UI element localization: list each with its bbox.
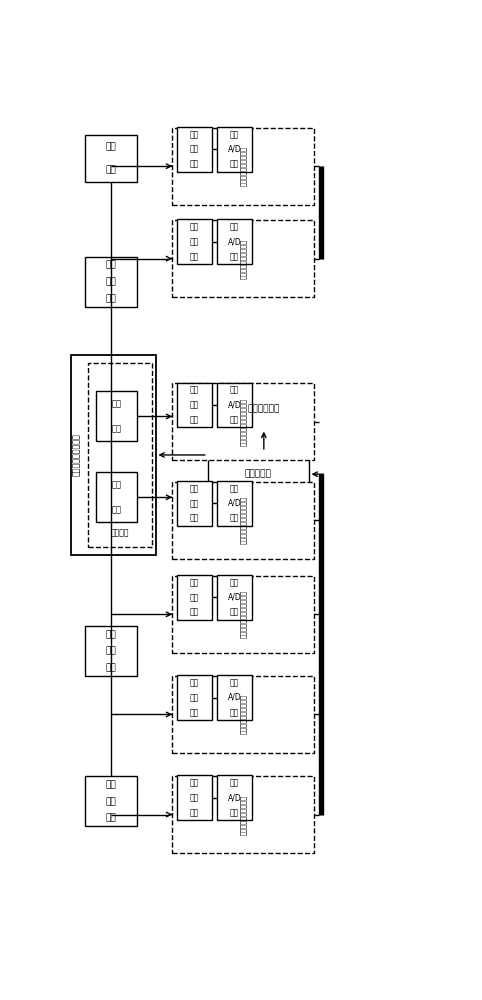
Text: 模块: 模块: [105, 630, 116, 639]
Text: 第一: 第一: [190, 808, 199, 817]
Text: 谐振单元: 谐振单元: [111, 528, 129, 537]
Text: 直流: 直流: [105, 797, 116, 806]
Text: 第四: 第四: [230, 514, 239, 523]
Text: 矩阵: 矩阵: [190, 593, 199, 602]
Bar: [96, 472, 137, 522]
Text: A/D: A/D: [228, 499, 241, 508]
Bar: [173, 383, 314, 460]
Text: 外部: 外部: [105, 814, 116, 823]
Bar: [177, 575, 212, 620]
Text: 滤波: 滤波: [105, 647, 116, 656]
Text: 电路: 电路: [230, 386, 239, 395]
Text: 滤波: 滤波: [105, 277, 116, 286]
Text: 电路: 电路: [190, 386, 199, 395]
Text: 输入电流压缩采样模块: 输入电流压缩采样模块: [240, 694, 247, 734]
Text: 矩阵: 矩阵: [190, 693, 199, 702]
Text: A/D: A/D: [228, 793, 241, 802]
Text: 电路: 电路: [230, 578, 239, 587]
Text: 电路: 电路: [230, 222, 239, 231]
Text: 矩阵: 矩阵: [190, 237, 199, 246]
Text: 模块: 模块: [105, 261, 116, 270]
Bar: [217, 775, 252, 820]
Text: 第六: 第六: [230, 252, 239, 261]
Bar: [177, 127, 212, 172]
Bar: [217, 481, 252, 526]
Bar: [173, 676, 314, 753]
Text: 谐振: 谐振: [111, 505, 121, 514]
Bar: [84, 257, 137, 307]
Bar: [225, 389, 303, 429]
Bar: [84, 776, 137, 826]
Text: 故障报警模块: 故障报警模块: [248, 404, 280, 413]
Text: 高频谐振软开关电路: 高频谐振软开关电路: [72, 434, 81, 476]
Text: 控制器模块: 控制器模块: [245, 470, 272, 479]
Text: 谐振电感电压压缩采样模块: 谐振电感电压压缩采样模块: [240, 496, 247, 544]
Bar: [217, 383, 252, 427]
Bar: [96, 391, 137, 441]
Text: 电路: 电路: [190, 678, 199, 687]
Text: 电容: 电容: [111, 399, 121, 408]
Text: 输入: 输入: [105, 663, 116, 672]
Text: 第一: 第一: [230, 808, 239, 817]
Text: 第二: 第二: [190, 708, 199, 717]
Text: 电感: 电感: [111, 480, 121, 489]
Text: 谐振电感电流压缩采样模块: 谐振电感电流压缩采样模块: [240, 590, 247, 638]
Text: 第四: 第四: [190, 514, 199, 523]
Text: A/D: A/D: [228, 593, 241, 602]
Bar: [173, 220, 314, 297]
Bar: [177, 383, 212, 427]
Bar: [208, 452, 308, 497]
Text: 外部: 外部: [105, 166, 116, 175]
Text: 电路: 电路: [230, 484, 239, 493]
Text: A/D: A/D: [228, 237, 241, 246]
Text: 输入电压压缩采样模块: 输入电压压缩采样模块: [240, 795, 247, 835]
Text: 电路: 电路: [230, 778, 239, 787]
Bar: [173, 576, 314, 653]
Text: 第五: 第五: [230, 415, 239, 424]
Text: 矩阵: 矩阵: [190, 499, 199, 508]
Text: 第七: 第七: [190, 160, 199, 169]
Text: 矩阵: 矩阵: [190, 793, 199, 802]
Bar: [217, 219, 252, 264]
Bar: [84, 135, 137, 182]
Text: 电路: 电路: [230, 130, 239, 139]
Bar: [173, 776, 314, 853]
Text: 第三: 第三: [230, 608, 239, 617]
Text: 电路: 电路: [190, 778, 199, 787]
Text: 第六: 第六: [190, 252, 199, 261]
Text: 第五: 第五: [190, 415, 199, 424]
Bar: [177, 219, 212, 264]
Text: 输入: 输入: [105, 780, 116, 789]
Bar: [88, 363, 152, 547]
Bar: [217, 127, 252, 172]
Bar: [173, 482, 314, 559]
Text: 输出: 输出: [105, 294, 116, 303]
Text: 谐振电容电压压缩采样模块: 谐振电容电压压缩采样模块: [240, 398, 247, 446]
Text: 电路: 电路: [230, 678, 239, 687]
Text: 输出电流压缩采样模块: 输出电流压缩采样模块: [240, 146, 247, 186]
Text: 第三: 第三: [190, 608, 199, 617]
Bar: [71, 355, 156, 555]
Text: A/D: A/D: [228, 145, 241, 154]
Bar: [217, 675, 252, 720]
Bar: [177, 675, 212, 720]
Text: 输出电压压缩采样模块: 输出电压压缩采样模块: [240, 239, 247, 279]
Bar: [173, 128, 314, 205]
Text: 电路: 电路: [190, 130, 199, 139]
Text: 矩阵: 矩阵: [190, 145, 199, 154]
Bar: [177, 481, 212, 526]
Text: 第七: 第七: [230, 160, 239, 169]
Text: A/D: A/D: [228, 693, 241, 702]
Bar: [177, 775, 212, 820]
Text: A/D: A/D: [228, 400, 241, 409]
Bar: [217, 575, 252, 620]
Bar: [84, 626, 137, 676]
Text: 电路: 电路: [190, 578, 199, 587]
Text: 第二: 第二: [230, 708, 239, 717]
Text: 矩阵: 矩阵: [190, 400, 199, 409]
Text: 负载: 负载: [105, 142, 116, 151]
Text: 谐振: 谐振: [111, 424, 121, 433]
Text: 电路: 电路: [190, 484, 199, 493]
Text: 电路: 电路: [190, 222, 199, 231]
